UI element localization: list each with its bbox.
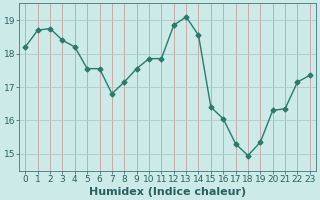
X-axis label: Humidex (Indice chaleur): Humidex (Indice chaleur) [89, 187, 246, 197]
